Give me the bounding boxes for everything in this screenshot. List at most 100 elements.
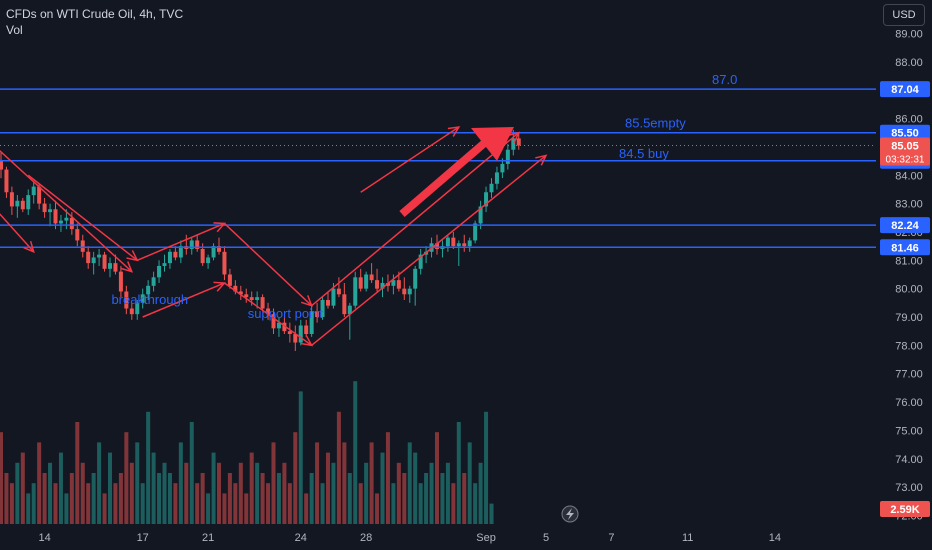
candle-body xyxy=(233,285,238,292)
volume-bar xyxy=(276,473,281,524)
price-tick-label: 80.00 xyxy=(895,284,923,296)
price-tick-label: 88.00 xyxy=(895,57,923,69)
candle-body xyxy=(467,240,472,247)
volume-bar xyxy=(358,483,363,524)
volume-bar xyxy=(97,442,102,524)
volume-bar xyxy=(48,462,53,524)
trend-arrow-head xyxy=(121,261,134,273)
candle-body xyxy=(200,248,205,264)
trend-arrow-head xyxy=(447,126,461,137)
time-tick-label: 5 xyxy=(543,532,549,544)
candle-body xyxy=(15,200,20,207)
price-tick-label: 79.00 xyxy=(895,312,923,324)
time-tick-label: 21 xyxy=(202,532,214,544)
volume-bar xyxy=(135,442,140,524)
candle-body xyxy=(140,294,145,303)
price-tick-label: 75.00 xyxy=(895,425,923,437)
candle-body xyxy=(445,237,450,247)
candle-body xyxy=(315,311,320,317)
big-arrow-head xyxy=(471,127,514,161)
volume-bar xyxy=(157,473,162,524)
volume-bar xyxy=(227,473,232,524)
price-level-label: 87.04 xyxy=(891,84,919,96)
price-tick-label: 77.00 xyxy=(895,369,923,381)
candle-body xyxy=(298,325,303,343)
volume-bar xyxy=(244,493,249,524)
candle-body xyxy=(255,297,260,300)
volume-bar xyxy=(375,493,380,524)
volume-bar xyxy=(407,442,412,524)
candle-body xyxy=(26,195,31,210)
candle-body xyxy=(249,297,254,300)
candle-body xyxy=(266,308,271,315)
volume-bar xyxy=(326,452,330,524)
candle-body xyxy=(69,217,74,230)
volume-bar xyxy=(0,432,3,524)
candle-body xyxy=(282,322,287,332)
volume-bars xyxy=(0,381,494,524)
candle-body xyxy=(48,209,53,213)
candle-body xyxy=(31,186,36,196)
candle-body xyxy=(238,291,243,295)
volume-bar xyxy=(380,452,385,524)
volume-bar xyxy=(347,473,352,524)
last-price-badge xyxy=(880,137,930,166)
volume-bar xyxy=(331,462,336,524)
candle-body xyxy=(462,243,467,247)
candle-body xyxy=(336,288,341,295)
volume-bar xyxy=(9,483,14,524)
time-tick-label: Sep xyxy=(476,532,496,544)
volume-bar xyxy=(462,473,467,524)
price-levels: 87.0485.5084.5182.2481.4687.085.5empty84… xyxy=(0,72,930,256)
volume-bar xyxy=(266,483,271,524)
candle-body xyxy=(271,314,276,329)
trend-arrow-line xyxy=(311,132,520,307)
candle-body xyxy=(358,277,363,289)
volume-label: Vol xyxy=(6,23,23,37)
currency-button[interactable]: USD xyxy=(883,4,925,26)
volume-bar xyxy=(200,473,205,524)
candle-body xyxy=(407,288,412,295)
candle-body xyxy=(108,263,112,269)
candle-body xyxy=(494,172,499,184)
volume-bar xyxy=(53,483,58,524)
volume-bar xyxy=(282,462,287,524)
volume-bar xyxy=(445,462,450,524)
chart-header: CFDs on WTI Crude Oil, 4h, TVC Vol xyxy=(6,6,183,38)
volume-bar xyxy=(69,473,74,524)
candle-body xyxy=(75,229,80,241)
volume-bar xyxy=(31,483,36,524)
price-tick-label: 89.00 xyxy=(895,29,923,41)
trend-arrow-line xyxy=(311,154,547,346)
candle-body xyxy=(380,282,385,289)
price-level-badge xyxy=(880,124,930,141)
volume-bar xyxy=(91,473,96,524)
candle-body xyxy=(260,297,265,309)
candle-body xyxy=(0,161,3,170)
candle-body xyxy=(167,251,172,264)
volume-bar xyxy=(413,452,418,524)
volume-bar xyxy=(184,462,189,524)
price-level-badge xyxy=(880,239,930,256)
volume-bar xyxy=(418,483,423,524)
volume-bar xyxy=(124,432,129,524)
trend-arrow-line xyxy=(27,174,138,261)
volume-bar xyxy=(37,442,42,524)
candle-body xyxy=(4,169,9,193)
candle-body xyxy=(396,280,401,289)
volume-badge-label: 2.59K xyxy=(890,504,919,516)
candle-body xyxy=(146,285,151,295)
volume-bar xyxy=(64,493,69,524)
volume-bar xyxy=(396,462,401,524)
trend-arrow-line xyxy=(224,282,313,346)
price-tick-label: 73.00 xyxy=(895,482,923,494)
candle-body xyxy=(86,251,91,264)
candle-body xyxy=(129,308,134,315)
volume-bar xyxy=(255,462,260,524)
price-axis: 89.0088.0087.0086.0085.0084.0083.0082.00… xyxy=(895,29,923,523)
candle-body xyxy=(37,186,42,204)
volume-bar xyxy=(113,483,118,524)
volume-bar xyxy=(15,462,20,524)
price-tick-label: 84.00 xyxy=(895,170,923,182)
